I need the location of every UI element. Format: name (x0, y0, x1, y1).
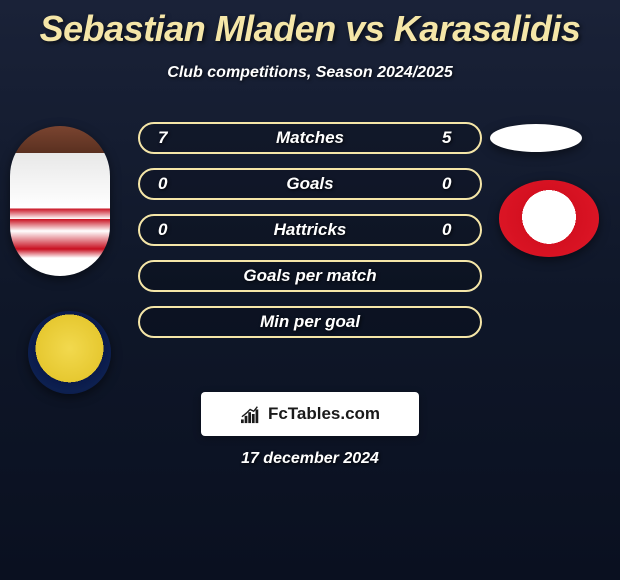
stat-left-value: 0 (158, 220, 178, 240)
stat-label: Min per goal (260, 312, 360, 332)
comparison-title: Sebastian Mladen vs Karasalidis (0, 0, 620, 50)
fctables-icon (240, 404, 262, 424)
stat-right-value: 0 (442, 220, 462, 240)
player-left-avatar (10, 126, 110, 276)
stat-label: Goals per match (243, 266, 376, 286)
stat-row: Min per goal (138, 306, 482, 338)
stat-left-value: 0 (158, 174, 178, 194)
snapshot-date: 17 december 2024 (0, 450, 620, 468)
stat-row: 0 Hattricks 0 (138, 214, 482, 246)
source-logo-plate: FcTables.com (201, 392, 419, 436)
stat-label: Hattricks (274, 220, 347, 240)
stat-row: 0 Goals 0 (138, 168, 482, 200)
team-right-badge (499, 180, 599, 257)
team-left-badge (28, 311, 111, 394)
stat-row: Goals per match (138, 260, 482, 292)
stat-label: Goals (286, 174, 333, 194)
player-right-avatar (490, 124, 582, 152)
source-logo-text: FcTables.com (268, 404, 380, 424)
stat-label: Matches (276, 128, 344, 148)
comparison-subtitle: Club competitions, Season 2024/2025 (0, 64, 620, 82)
stat-left-value: 7 (158, 128, 178, 148)
stat-right-value: 5 (442, 128, 462, 148)
stat-row: 7 Matches 5 (138, 122, 482, 154)
stat-right-value: 0 (442, 174, 462, 194)
